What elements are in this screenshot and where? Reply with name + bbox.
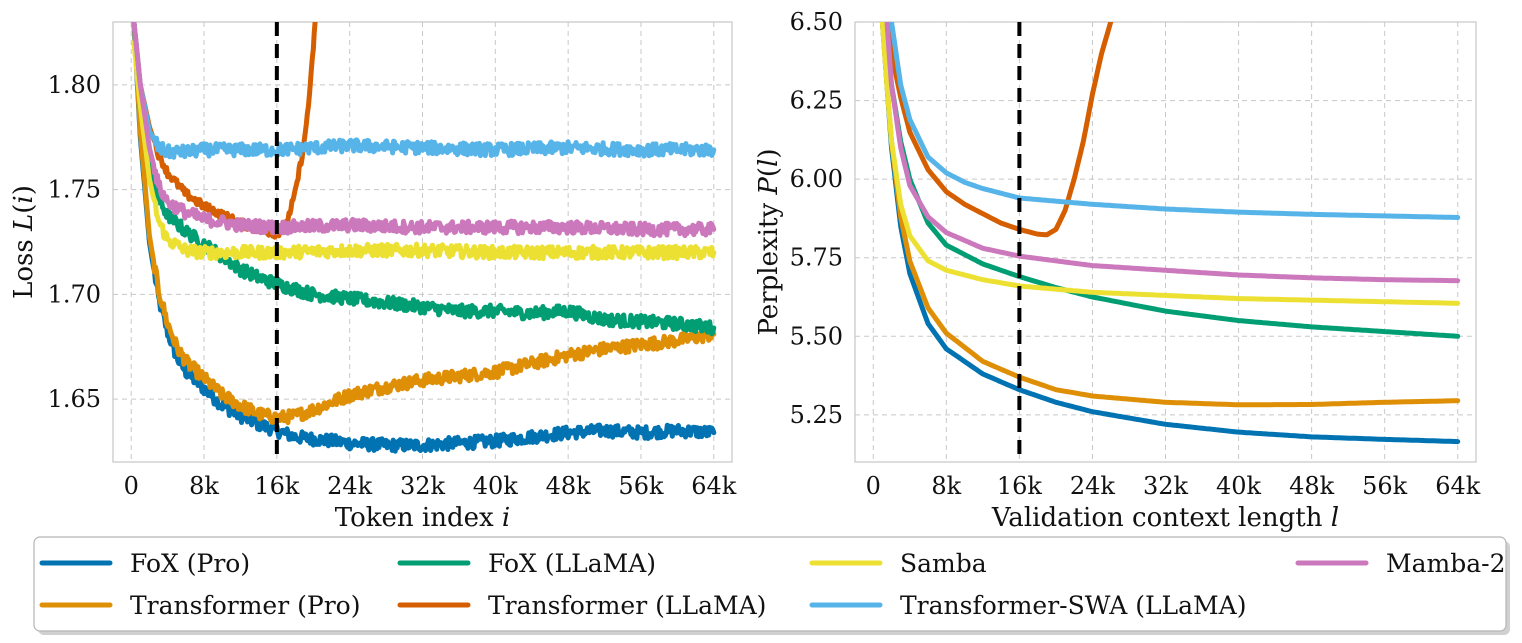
series-group <box>879 22 1461 445</box>
x-tick-label: 8k <box>931 472 961 500</box>
series-line-samba <box>131 40 717 262</box>
x-axis-label: Token index i <box>335 503 510 533</box>
x-tick-label: 0 <box>866 472 881 500</box>
legend-label-transformer-swa-llama: Transformer-SWA (LLaMA) <box>900 591 1246 620</box>
y-tick-label: 1.70 <box>48 280 101 308</box>
series-line-transformer-pro <box>131 22 717 426</box>
x-tick-label: 32k <box>400 472 446 500</box>
y-tick-label: 5.75 <box>790 244 843 272</box>
x-tick-label: 48k <box>1289 472 1335 500</box>
legend-label-fox-pro: FoX (Pro) <box>130 549 250 578</box>
series-line-transformer-swa-llama <box>131 22 717 160</box>
legend: FoX (Pro) Transformer (Pro) FoX (LLaMA) Tra… <box>33 536 1510 635</box>
x-tick-label: 16k <box>254 472 300 500</box>
legend-label-transformer-pro: Transformer (Pro) <box>130 591 360 620</box>
legend-label-mamba-2: Mamba-2 <box>1386 549 1505 578</box>
y-tick-label: 1.75 <box>48 176 101 204</box>
x-tick-label: 64k <box>1435 472 1481 500</box>
x-tick-label: 48k <box>546 472 592 500</box>
x-tick-label: 0 <box>124 472 139 500</box>
x-tick-label: 40k <box>473 472 519 500</box>
y-tick-label: 6.50 <box>790 8 843 36</box>
series-line-fox-pro <box>131 22 717 454</box>
y-axis-label: Perplexity P(l) <box>754 148 784 335</box>
x-tick-label: 32k <box>1143 472 1189 500</box>
x-tick-label: 24k <box>327 472 373 500</box>
legend-label-transformer-llama: Transformer (LLaMA) <box>488 591 766 620</box>
legend-label-fox-llama: FoX (LLaMA) <box>488 549 656 578</box>
perplexity-panel: 0 8k 16k 24k 32k 40k 48k 56k 64k 5.25 5.50 5.75 6.00… <box>754 8 1481 533</box>
x-axis-label: Validation context length l <box>991 503 1339 533</box>
y-tick-label: 5.50 <box>790 322 843 350</box>
series-line-transformer-llama <box>884 22 1114 238</box>
x-tick-label: 40k <box>1216 472 1262 500</box>
series-line-mamba-2 <box>884 22 1461 284</box>
y-tick-label: 6.25 <box>790 87 843 115</box>
x-tick-label: 56k <box>618 472 664 500</box>
x-tick-label: 8k <box>189 472 219 500</box>
y-axis-label: Loss L(i) <box>9 185 39 299</box>
y-tick-label: 5.25 <box>790 401 843 429</box>
series-line-fox-llama <box>131 22 717 337</box>
series-line-samba <box>879 22 1461 306</box>
series-line-transformer-pro <box>879 22 1461 408</box>
series-group <box>131 22 717 454</box>
series-line-transformer-swa-llama <box>889 22 1461 220</box>
series-line-fox-pro <box>879 22 1461 445</box>
y-tick-label: 1.65 <box>48 385 101 413</box>
loss-panel: 0 8k 16k 24k 32k 40k 48k 56k 64k 1.65 1.70 1.75 1.80… <box>9 21 737 533</box>
x-tick-label: 16k <box>997 472 1043 500</box>
x-tick-label: 24k <box>1070 472 1116 500</box>
y-tick-label: 6.00 <box>790 165 843 193</box>
series-line-fox-llama <box>881 22 1461 339</box>
y-tick-label: 1.80 <box>48 71 101 99</box>
x-tick-label: 56k <box>1362 472 1408 500</box>
legend-label-samba: Samba <box>900 549 987 578</box>
series-line-mamba-2 <box>131 22 717 239</box>
x-tick-label: 64k <box>691 472 737 500</box>
